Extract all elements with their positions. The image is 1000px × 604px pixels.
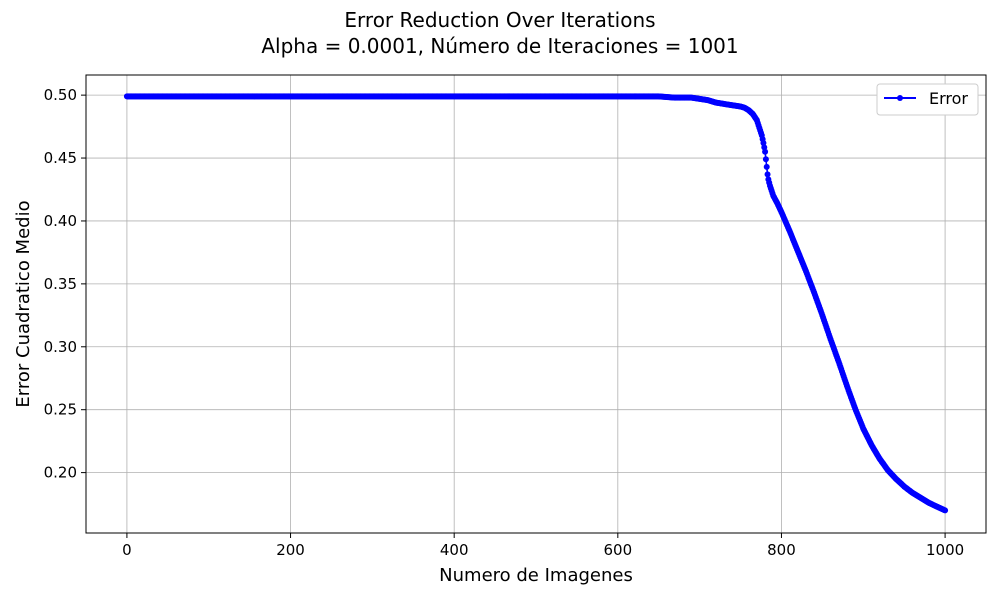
- x-tick-label: 200: [276, 541, 305, 559]
- chart-subtitle: Alpha = 0.0001, Número de Iteraciones = …: [261, 34, 738, 58]
- data-point: [764, 171, 771, 178]
- data-layer: [123, 93, 949, 514]
- data-point: [762, 156, 769, 163]
- y-tick-label: 0.20: [44, 464, 77, 482]
- series-line-error: [126, 95, 946, 512]
- data-point: [762, 148, 769, 155]
- y-axis-label: Error Cuadratico Medio: [13, 200, 34, 407]
- tick-layer: 0 200 400 600 800 1000 0.20 0.25 0.30 0.35 0.40 0.4…: [44, 86, 965, 559]
- x-tick-label: 800: [767, 541, 796, 559]
- x-tick-label: 1000: [926, 541, 964, 559]
- legend-label-error: Error: [929, 89, 968, 108]
- x-tick-label: 600: [603, 541, 632, 559]
- y-tick-label: 0.30: [44, 338, 77, 356]
- x-tick-label: 0: [122, 541, 132, 559]
- y-tick-label: 0.40: [44, 212, 77, 230]
- y-tick-label: 0.45: [44, 149, 77, 167]
- data-point: [763, 163, 770, 170]
- x-axis-label: Numero de Imagenes: [439, 565, 633, 586]
- legend-box: [876, 83, 979, 116]
- grid-layer: [86, 75, 986, 533]
- data-point: [942, 507, 949, 514]
- chart-title: Error Reduction Over Iterations: [344, 8, 655, 32]
- legend: Error: [876, 83, 979, 116]
- plot-area-frame: [85, 74, 987, 534]
- x-tick-label: 400: [440, 541, 469, 559]
- y-tick-label: 0.35: [44, 275, 77, 293]
- y-tick-label: 0.25: [44, 401, 77, 419]
- y-tick-label: 0.50: [44, 86, 77, 104]
- legend-marker-swatch: [897, 95, 903, 101]
